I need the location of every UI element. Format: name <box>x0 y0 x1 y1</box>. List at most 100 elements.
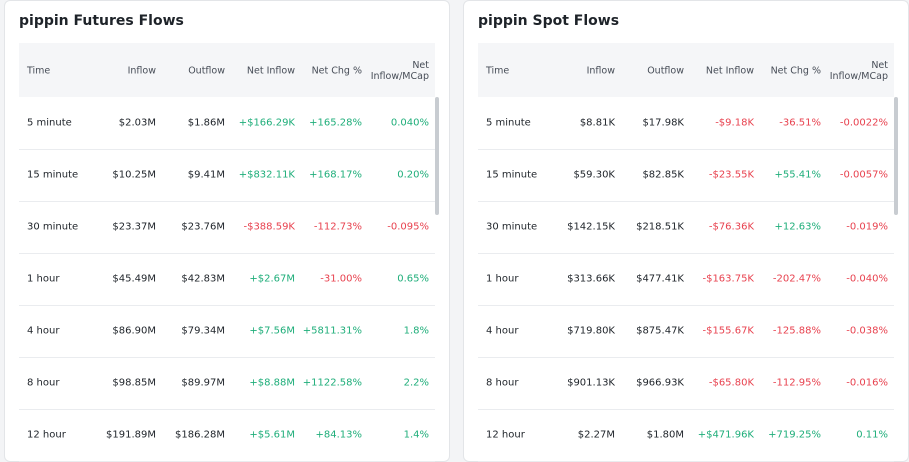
column-header: Inflow <box>586 65 615 77</box>
value-cell: $313.66K <box>567 273 615 285</box>
value-cell: $186.28M <box>175 429 225 441</box>
value-cell: $23.37M <box>112 221 156 233</box>
value-cell: $23.76M <box>181 221 225 233</box>
value-cell: +$7.56M <box>249 325 295 337</box>
value-cell: $8.81K <box>579 117 615 129</box>
scrollbar <box>894 97 898 215</box>
column-header: Time <box>27 65 51 77</box>
value-cell: $2.03M <box>118 117 156 129</box>
value-cell: -0.016% <box>846 377 888 389</box>
value-cell: 2.2% <box>403 377 429 389</box>
value-cell: -112.73% <box>313 221 362 233</box>
time-cell: 12 hour <box>27 429 66 441</box>
time-cell: 15 minute <box>27 169 79 181</box>
row-separator <box>478 201 894 202</box>
time-cell: 4 hour <box>486 325 519 337</box>
time-cell: 30 minute <box>486 221 538 233</box>
column-header: Inflow <box>127 65 156 77</box>
table-header <box>19 43 435 97</box>
value-cell: $98.85M <box>112 377 156 389</box>
value-cell: -$65.80K <box>708 377 754 389</box>
value-cell: $1.80M <box>646 429 684 441</box>
value-cell: -$388.59K <box>243 221 295 233</box>
row-separator <box>478 253 894 254</box>
value-cell: -$163.75K <box>702 273 754 285</box>
row-separator <box>19 149 435 150</box>
time-cell: 8 hour <box>27 377 60 389</box>
value-cell: 0.040% <box>390 117 429 129</box>
value-cell: $966.93K <box>636 377 684 389</box>
flow-panel: pippin Spot Flows Time Inflow Outflow Net In… <box>463 0 909 462</box>
value-cell: -31.00% <box>320 273 362 285</box>
value-cell: +$166.29K <box>238 117 295 129</box>
value-cell: -$9.18K <box>715 117 754 129</box>
value-cell: $79.34M <box>181 325 225 337</box>
value-cell: $42.83M <box>181 273 225 285</box>
value-cell: -125.88% <box>772 325 821 337</box>
value-cell: +$471.96K <box>697 429 754 441</box>
row-separator <box>19 253 435 254</box>
value-cell: -$155.67K <box>702 325 754 337</box>
flow-panel: pippin Futures Flows Time Inflow Outflow Net… <box>4 0 450 462</box>
value-cell: -0.038% <box>846 325 888 337</box>
row-separator <box>19 305 435 306</box>
value-cell: -0.019% <box>846 221 888 233</box>
value-cell: $17.98K <box>642 117 684 129</box>
value-cell: -$23.55K <box>708 169 754 181</box>
page: pippin Futures Flows Time Inflow Outflow Net… <box>4 0 909 462</box>
value-cell: +55.41% <box>774 169 821 181</box>
column-header: Net Chg % <box>311 65 362 77</box>
value-cell: $2.27M <box>577 429 615 441</box>
time-cell: 1 hour <box>486 273 519 285</box>
panel-title: pippin Futures Flows <box>19 13 184 29</box>
value-cell: -0.040% <box>846 273 888 285</box>
value-cell: -202.47% <box>772 273 821 285</box>
column-header: Outflow <box>647 65 684 77</box>
value-cell: -36.51% <box>779 117 821 129</box>
value-cell: +5811.31% <box>302 325 362 337</box>
time-cell: 8 hour <box>486 377 519 389</box>
row-separator <box>19 357 435 358</box>
value-cell: $59.30K <box>573 169 615 181</box>
value-cell: $9.41M <box>187 169 225 181</box>
value-cell: -$76.36K <box>708 221 754 233</box>
value-cell: +165.28% <box>309 117 362 129</box>
value-cell: -112.95% <box>772 377 821 389</box>
value-cell: $86.90M <box>112 325 156 337</box>
value-cell: $477.41K <box>636 273 684 285</box>
table-header <box>478 43 894 97</box>
scrollbar <box>435 97 439 215</box>
value-cell: 0.65% <box>397 273 429 285</box>
row-separator <box>478 357 894 358</box>
value-cell: $719.80K <box>567 325 615 337</box>
value-cell: 0.11% <box>856 429 888 441</box>
value-cell: $191.89M <box>106 429 156 441</box>
row-separator <box>478 305 894 306</box>
value-cell: 1.4% <box>403 429 429 441</box>
column-header: Net Inflow/MCap <box>829 60 888 82</box>
value-cell: -0.095% <box>387 221 429 233</box>
value-cell: +$832.11K <box>238 169 295 181</box>
column-header: Outflow <box>188 65 225 77</box>
value-cell: $142.15K <box>567 221 615 233</box>
time-cell: 12 hour <box>486 429 525 441</box>
value-cell: +12.63% <box>774 221 821 233</box>
panel-title: pippin Spot Flows <box>478 13 620 29</box>
column-header: Net Inflow <box>705 65 754 77</box>
value-cell: $45.49M <box>112 273 156 285</box>
row-separator <box>19 409 435 410</box>
time-cell: 1 hour <box>27 273 60 285</box>
time-cell: 15 minute <box>486 169 538 181</box>
row-separator <box>478 149 894 150</box>
value-cell: +$5.61M <box>249 429 295 441</box>
value-cell: $89.97M <box>181 377 225 389</box>
value-cell: 0.20% <box>397 169 429 181</box>
value-cell: -0.0022% <box>839 117 888 129</box>
column-header: Net Inflow <box>246 65 295 77</box>
value-cell: +84.13% <box>315 429 362 441</box>
value-cell: $82.85K <box>642 169 684 181</box>
row-separator <box>19 201 435 202</box>
time-cell: 30 minute <box>27 221 79 233</box>
value-cell: -0.0057% <box>839 169 888 181</box>
column-header: Net Chg % <box>770 65 821 77</box>
